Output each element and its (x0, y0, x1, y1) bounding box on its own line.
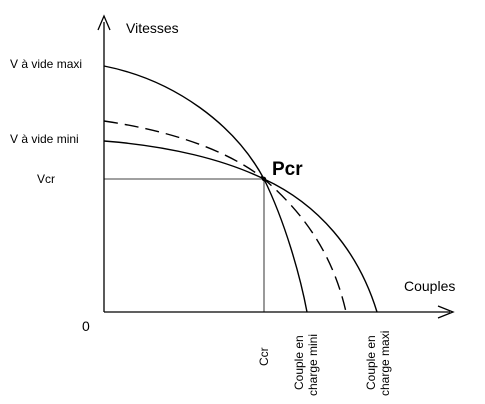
y-axis-title: Vitesses (126, 20, 179, 36)
curve-max-speed (103, 65, 308, 313)
label-vcr: Vcr (37, 172, 55, 186)
critical-point-marker (261, 176, 267, 182)
y-axis-arrow (97, 14, 111, 31)
label-pcr: Pcr (272, 159, 303, 180)
label-v-min: V à vide mini (10, 132, 79, 146)
curve-intermediate-dashed (103, 120, 347, 313)
label-v-max: V à vide maxi (10, 57, 82, 71)
x-axis-title: Couples (404, 278, 455, 294)
label-couple-min-line1: Couple en (292, 335, 306, 390)
x-axis-arrow (437, 305, 455, 319)
label-couple-min-line2: charge mini (306, 334, 320, 396)
label-couple-max-line1: Couple en (364, 335, 378, 390)
curve-min-speed (103, 140, 378, 313)
origin-label: 0 (82, 318, 90, 334)
label-couple-max-line2: charge maxi (378, 331, 392, 396)
label-ccr: Ccr (257, 347, 271, 366)
